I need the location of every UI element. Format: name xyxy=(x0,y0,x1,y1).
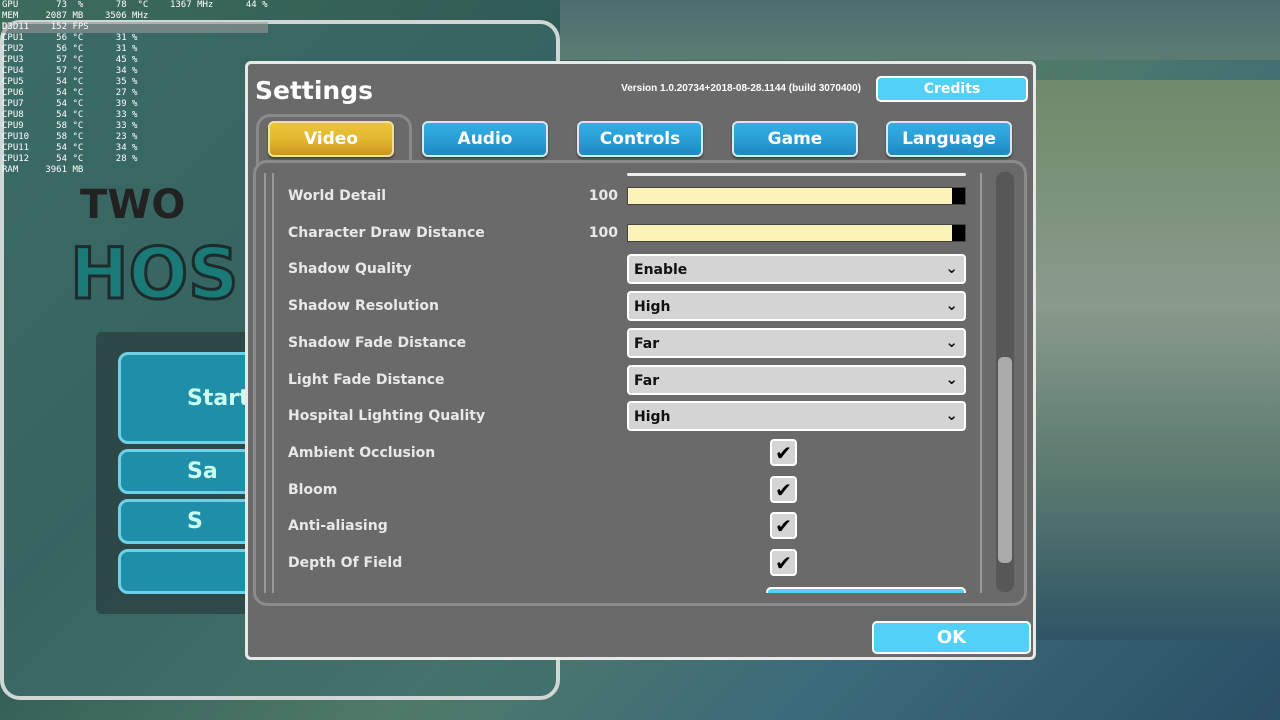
world-detail-slider[interactable] xyxy=(627,187,966,205)
game-background-top xyxy=(560,0,1280,60)
osd-line: CPU1 56 °C 31 % xyxy=(2,33,138,43)
osd-line: CPU12 54 °C 28 % xyxy=(2,154,138,164)
dialog-title: Settings xyxy=(255,76,374,105)
shadow-quality-dropdown[interactable]: Enable ⌄ xyxy=(627,254,966,285)
tab-video[interactable]: Video xyxy=(268,121,394,157)
game-city-background xyxy=(1036,80,1280,640)
setting-row-world-detail: World Detail 100 xyxy=(266,181,980,211)
anti-aliasing-checkbox[interactable]: ✔ xyxy=(770,512,797,540)
dropdown-value: Far xyxy=(634,372,660,389)
performance-overlay: GPU 73 % 78 °C 1367 MHz 44 % MEM 2087 MB … xyxy=(2,0,268,176)
scrollbar-thumb[interactable] xyxy=(998,357,1012,563)
setting-label: Shadow Resolution xyxy=(288,298,440,315)
osd-line: CPU5 54 °C 35 % xyxy=(2,77,138,87)
setting-label: Depth Of Field xyxy=(288,555,403,571)
tab-controls[interactable]: Controls xyxy=(577,121,703,157)
setting-label: Anti-aliasing xyxy=(288,518,388,535)
chevron-down-icon: ⌄ xyxy=(945,332,958,351)
video-settings-list: World Detail 100 Character Draw Distance 1… xyxy=(264,173,982,593)
bloom-checkbox[interactable]: ✔ xyxy=(770,475,797,503)
logo-text-top: TWO xyxy=(80,182,186,228)
tab-game[interactable]: Game xyxy=(732,121,858,157)
osd-line: MEM 2087 MB 3506 MHz xyxy=(2,11,149,21)
setting-label: Light Fade Distance xyxy=(288,371,445,388)
shadow-fade-distance-dropdown[interactable]: Far ⌄ xyxy=(627,327,966,358)
previous-item-edge xyxy=(627,173,966,176)
chevron-down-icon: ⌄ xyxy=(945,406,958,425)
setting-row-anti-aliasing: Anti-aliasing ✔ xyxy=(266,511,980,541)
osd-line: CPU9 58 °C 33 % xyxy=(2,121,138,131)
dropdown-value: High xyxy=(634,409,671,426)
setting-value: 100 xyxy=(588,224,618,241)
setting-row-ambient-occlusion: Ambient Occlusion ✔ xyxy=(266,438,980,468)
checkmark-icon: ✔ xyxy=(775,551,792,575)
hospital-lighting-quality-dropdown[interactable]: High ⌄ xyxy=(627,401,966,432)
dropdown-value: Far xyxy=(634,335,660,352)
main-menu-button-3[interactable]: S xyxy=(118,499,268,544)
setting-label: Character Draw Distance xyxy=(288,224,485,241)
chevron-down-icon: ⌄ xyxy=(945,296,958,315)
game-logo: TWO HOS xyxy=(60,182,250,332)
next-button-edge[interactable] xyxy=(766,587,966,593)
setting-label: Shadow Fade Distance xyxy=(288,334,467,351)
checkmark-icon: ✔ xyxy=(775,440,792,465)
tab-language[interactable]: Language xyxy=(886,121,1012,157)
dropdown-value: High xyxy=(634,299,671,316)
osd-line: D3D11 152 FPS xyxy=(2,22,268,33)
chevron-down-icon: ⌄ xyxy=(945,369,958,388)
dropdown-value: Enable xyxy=(634,262,688,279)
setting-label: Bloom xyxy=(288,481,338,498)
osd-line: RAM 3961 MB xyxy=(2,165,84,175)
setting-label: Hospital Lighting Quality xyxy=(288,408,486,425)
setting-row-shadow-quality: Shadow Quality Enable ⌄ xyxy=(266,254,980,285)
setting-label: Shadow Quality xyxy=(288,261,412,278)
tab-audio[interactable]: Audio xyxy=(422,121,548,157)
setting-row-depth-of-field: Depth Of Field ✔ xyxy=(266,548,980,578)
ambient-occlusion-checkbox[interactable]: ✔ xyxy=(770,438,797,466)
setting-row-light-fade-distance: Light Fade Distance Far ⌄ xyxy=(266,364,980,395)
osd-line: CPU7 54 °C 39 % xyxy=(2,99,138,109)
setting-value: 100 xyxy=(588,188,618,204)
osd-line: CPU6 54 °C 27 % xyxy=(2,88,138,98)
ok-button[interactable]: OK xyxy=(872,621,1031,654)
setting-row-shadow-fade-distance: Shadow Fade Distance Far ⌄ xyxy=(266,327,980,358)
depth-of-field-checkbox[interactable]: ✔ xyxy=(770,549,797,576)
osd-line: CPU8 54 °C 33 % xyxy=(2,110,138,120)
credits-button[interactable]: Credits xyxy=(876,76,1028,102)
logo-text-bottom: HOS xyxy=(69,233,241,316)
osd-line: CPU2 56 °C 31 % xyxy=(2,44,138,54)
scrollbar-track[interactable] xyxy=(996,172,1014,592)
version-text: Version 1.0.20734+2018-08-28.1144 (build… xyxy=(621,83,861,94)
slider-fill xyxy=(628,224,952,241)
main-menu-button-4[interactable] xyxy=(118,549,268,594)
shadow-resolution-dropdown[interactable]: High ⌄ xyxy=(627,291,966,322)
osd-line: CPU4 57 °C 34 % xyxy=(2,66,138,76)
osd-line: CPU11 54 °C 34 % xyxy=(2,143,138,153)
checkmark-icon: ✔ xyxy=(775,477,792,502)
setting-row-character-draw-distance: Character Draw Distance 100 xyxy=(266,218,980,248)
slider-fill xyxy=(628,188,952,204)
main-menu-start-button[interactable]: Start xyxy=(118,352,268,444)
light-fade-distance-dropdown[interactable]: Far ⌄ xyxy=(627,364,966,395)
setting-row-bloom: Bloom ✔ xyxy=(266,475,980,505)
character-draw-distance-slider[interactable] xyxy=(627,223,966,242)
osd-line: CPU3 57 °C 45 % xyxy=(2,55,138,65)
setting-label: World Detail xyxy=(288,188,387,204)
chevron-down-icon: ⌄ xyxy=(945,259,958,278)
setting-label: Ambient Occlusion xyxy=(288,444,436,461)
checkmark-icon: ✔ xyxy=(775,514,792,539)
osd-line: GPU 73 % 78 °C 1367 MHz 44 % xyxy=(2,0,268,10)
osd-line: CPU10 58 °C 23 % xyxy=(2,132,138,142)
setting-row-shadow-resolution: Shadow Resolution High ⌄ xyxy=(266,291,980,322)
setting-row-hospital-lighting-quality: Hospital Lighting Quality High ⌄ xyxy=(266,401,980,432)
